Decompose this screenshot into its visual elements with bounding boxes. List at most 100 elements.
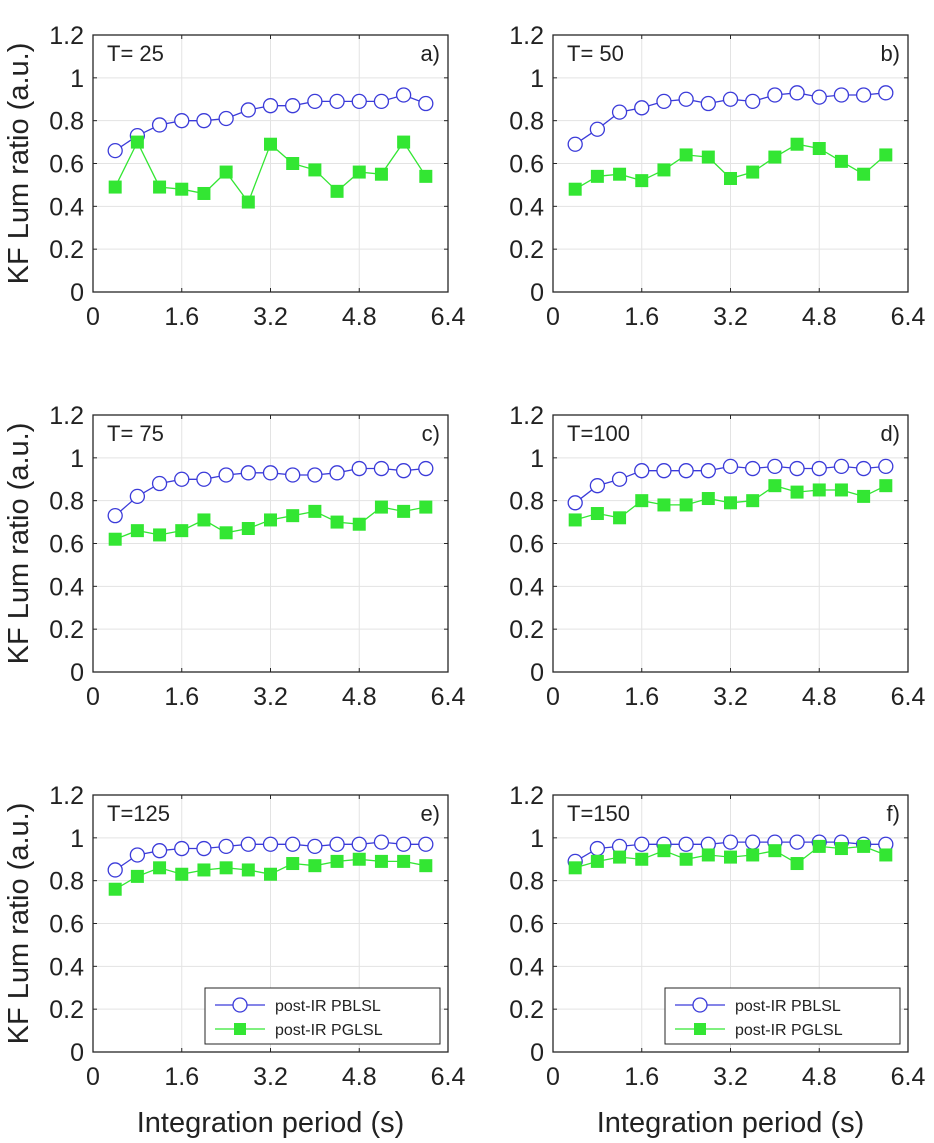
panel-1-series-1-point — [107, 142, 123, 159]
panel-6-series-2-point — [790, 857, 804, 871]
panel-6-legend-label: post-IR PGLSL — [735, 1022, 843, 1039]
panel-5-series-1-point — [174, 840, 190, 857]
panel-2-x-tick-label: 0 — [546, 303, 560, 331]
panel-2-panel-label: b) — [880, 41, 900, 66]
panel-2-series-1-point — [745, 93, 761, 110]
panel-2-series-2-point — [857, 167, 871, 181]
panel-3-series-1-point — [285, 467, 301, 483]
panel-5-series-1-point — [218, 838, 234, 855]
panel-5-y-tick-label: 0.4 — [49, 953, 84, 981]
panel-5-series-1-point — [329, 836, 345, 852]
panel-5-x-tick-label: 6.4 — [431, 1063, 466, 1091]
panel-2-series-2-point — [724, 171, 737, 185]
panel-6-y-tick-label: 0 — [530, 1039, 544, 1067]
panel-3-series-1-point — [262, 465, 279, 481]
panel-3: 0 1.6 3.2 4.8 6.4 0 0.2 0.4 0.6 0.8 1 1.2 T= 75 c) KF … — [3, 402, 465, 711]
panel-3-series-2-point — [219, 526, 233, 540]
panel-5-y-tick-label: 0.2 — [49, 996, 84, 1024]
panel-3-series-2-point — [419, 500, 433, 514]
panel-6-series-2-point — [879, 848, 893, 862]
panel-5-series-2-point — [374, 854, 388, 868]
panel-3-y-tick-label: 0.8 — [49, 488, 84, 516]
panel-2-series-1-point — [567, 136, 583, 152]
panel-5-series-2-point — [130, 869, 144, 883]
panel-3-series-1-point — [196, 471, 212, 487]
panel-1-series-1-point — [262, 98, 279, 114]
panel-4-series-1-point — [833, 458, 850, 475]
panel-3-series-1-point — [373, 460, 390, 477]
panel-4-series-2-point — [812, 483, 826, 497]
panel-2-series-1-point — [634, 100, 650, 116]
panel-5-title: T=125 — [107, 801, 170, 826]
panel-3-x-tick-label: 3.2 — [253, 683, 288, 711]
panel-5-series-1-point — [395, 836, 412, 852]
panel-4-series-1-point — [567, 495, 583, 511]
panel-5-series-1-point — [107, 862, 123, 878]
panel-3-y-axis-title: KF Lum ratio (a.u.) — [3, 423, 35, 665]
panel-2-series-1-point — [767, 87, 783, 103]
panel-5-series-1-point — [240, 836, 256, 852]
panel-5-series-2-point — [219, 861, 233, 875]
panel-4-series-2-point — [590, 507, 604, 521]
panel-3-series-2-point — [397, 504, 411, 518]
panel-5-series-1-point — [196, 840, 212, 857]
panel-5-series-2-point — [153, 861, 167, 875]
panel-2-y-tick-label: 0 — [530, 279, 544, 307]
panel-1-series-2-point — [219, 165, 233, 179]
panel-3-y-tick-label: 0.4 — [49, 573, 84, 601]
panel-4-y-tick-label: 0.4 — [509, 573, 544, 601]
panel-1-y-tick-label: 0 — [70, 279, 84, 307]
panel-5-legend: post-IR PBLSL post-IR PGLSL — [204, 987, 441, 1045]
panel-5-x-tick-label: 0 — [86, 1063, 100, 1091]
panel-1-x-tick-label: 1.6 — [164, 303, 199, 331]
panel-6-x-axis-title: Integration period (s) — [597, 1107, 865, 1139]
panel-4-series-1-point — [634, 463, 650, 479]
panel-5-series-2-point — [308, 859, 322, 873]
panel-5-series-2-point — [419, 859, 433, 873]
panel-4-panel-label: d) — [880, 421, 900, 446]
panel-3-series-1-point — [329, 465, 345, 481]
panel-1-series-2-point — [397, 135, 411, 149]
panel-6-series-1-point — [589, 840, 606, 857]
panel-5-series-1-point — [151, 843, 168, 859]
panel-3-series-2-point — [197, 513, 211, 527]
panel-1-y-tick-label: 0.8 — [49, 108, 84, 136]
panel-4-series-2-point — [857, 489, 871, 503]
panel-1-y-tick-label: 0.2 — [49, 236, 84, 264]
panel-4-series-2-point — [768, 479, 782, 493]
panel-2-series-2-point — [768, 150, 782, 164]
panel-1-x-tick-label: 4.8 — [342, 303, 377, 331]
panel-3-series-1-point — [240, 465, 256, 481]
panel-5-x-tick-label: 1.6 — [164, 1063, 199, 1091]
panel-5-y-tick-label: 0 — [70, 1039, 84, 1067]
panel-2-series-1-point — [811, 89, 827, 105]
panel-5-series-2-point — [286, 857, 300, 871]
panel-1-series-2-point — [197, 186, 211, 200]
panel-3-y-tick-label: 1.2 — [49, 402, 84, 430]
panel-4-title: T=100 — [567, 421, 630, 446]
panel-3-series-1-point — [418, 460, 434, 477]
panel-2-y-tick-label: 0.2 — [509, 236, 544, 264]
panel-5-series-2-point — [264, 867, 277, 881]
panel-4-series-2-point — [635, 494, 649, 508]
panel-6-series-2-point — [568, 861, 582, 875]
panel-6-series-1-point — [678, 836, 694, 852]
panel-1-series-2-point — [241, 195, 255, 209]
panel-5-series-1-point — [262, 836, 279, 852]
panel-6-series-2-point — [701, 848, 715, 862]
panel-4-y-tick-label: 1 — [530, 445, 544, 473]
panel-3-series-1-point — [129, 488, 146, 505]
panel-4-y-tick-label: 0.2 — [509, 616, 544, 644]
panel-2-series-2-point — [790, 137, 804, 151]
panel-5-x-tick-label: 3.2 — [253, 1063, 288, 1091]
panel-2-series-1-point — [878, 85, 894, 101]
panel-5-series-2-point — [330, 854, 344, 868]
panel-1-series-2-point — [264, 137, 277, 151]
panel-6-y-tick-label: 0.2 — [509, 996, 544, 1024]
panel-4-y-tick-label: 0.8 — [509, 488, 544, 516]
panel-2-series-2-point — [635, 174, 649, 188]
panel-5-series-1-point — [351, 836, 367, 852]
panel-2-series-1-point — [589, 121, 606, 137]
panel-5-series-1-point — [373, 834, 390, 850]
panel-1-x-tick-label: 6.4 — [431, 303, 466, 331]
